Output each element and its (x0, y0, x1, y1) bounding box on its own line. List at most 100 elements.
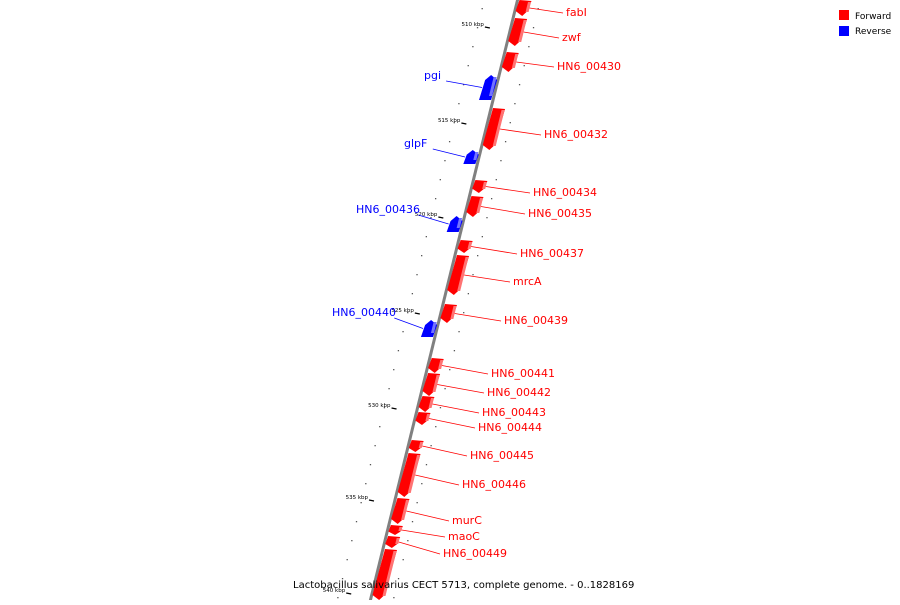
gene-label: mrcA (513, 275, 542, 288)
minor-tick (346, 559, 348, 561)
gene-label: HN6_00445 (470, 449, 534, 462)
minor-tick (341, 578, 344, 580)
gene-label: fabI (566, 6, 587, 19)
gene-highlight (430, 322, 437, 333)
gene-label: murC (452, 514, 482, 527)
gene-highlight (473, 152, 479, 160)
gene-highlight (511, 54, 519, 68)
minor-tick (532, 27, 535, 29)
minor-tick (504, 141, 507, 143)
minor-tick (411, 521, 414, 523)
label-leader (516, 61, 555, 68)
minor-ticks (337, 8, 539, 599)
gene-body (440, 304, 458, 323)
minor-tick (402, 559, 404, 561)
minor-tick (407, 312, 409, 314)
label-leader (471, 246, 518, 255)
minor-tick (365, 483, 367, 485)
label-leader (432, 148, 466, 158)
minor-tick (490, 198, 493, 200)
gene-highlight (428, 398, 434, 408)
label-leader (454, 313, 502, 322)
scale-tick (368, 499, 375, 502)
minor-tick (537, 8, 539, 10)
gene-label: zwf (562, 31, 582, 44)
minor-tick (514, 103, 516, 105)
gene-label: pgi (424, 69, 441, 82)
gene-highlight (488, 77, 497, 96)
gene-label: HN6_00442 (487, 386, 551, 399)
gene-highlight (492, 110, 505, 146)
gene-label: HN6_00432 (544, 128, 608, 141)
gene-label: HN6_00449 (443, 547, 507, 560)
gene-maoC (388, 525, 403, 535)
gene-label: maoC (448, 530, 480, 543)
gene-body (391, 498, 410, 524)
gene-highlight (398, 527, 403, 531)
gene-pgi (479, 75, 498, 100)
minor-tick (430, 445, 432, 447)
label-leader (406, 510, 450, 522)
label-leader (437, 384, 485, 394)
minor-tick (453, 350, 456, 352)
scale-tick (391, 407, 397, 410)
minor-tick (421, 255, 423, 257)
gene-HN6_00446 (397, 453, 421, 497)
minor-tick (467, 293, 470, 295)
minor-tick (416, 274, 418, 276)
minor-tick (495, 179, 497, 181)
gene-body (479, 75, 498, 100)
gene-HN6_00449 (385, 536, 401, 548)
gene-body (415, 412, 431, 425)
gene-label: HN6_00441 (491, 367, 555, 380)
label-leader (480, 206, 526, 215)
scale-tick-label: 535 kbp (346, 495, 369, 501)
gene-label: HN6_00439 (504, 314, 568, 327)
minor-tick (528, 46, 530, 48)
scale-tick (484, 26, 491, 29)
genome-backbone (367, 0, 520, 605)
scale-tick (438, 216, 444, 219)
minor-tick (453, 122, 455, 124)
gene-highlight (518, 20, 527, 42)
minor-tick (472, 46, 474, 48)
gene-HN6_00435 (466, 196, 484, 217)
minor-tick (435, 426, 437, 428)
minor-tick (374, 445, 376, 447)
minor-tick (477, 255, 479, 257)
minor-tick (449, 369, 451, 371)
legend-label-forward: Forward (855, 12, 891, 22)
gene-HN6_00436 (446, 216, 463, 232)
minor-tick (448, 141, 451, 143)
scale-tick (461, 122, 467, 125)
gene-highlight (432, 375, 440, 392)
label-leader (499, 128, 542, 136)
minor-tick (481, 8, 483, 10)
scale-tick-label: 540 kbp (323, 588, 346, 594)
gene-label: HN6_00440 (332, 306, 396, 319)
minor-tick (444, 388, 446, 390)
gene-highlight (425, 414, 431, 421)
gene-label: HN6_00446 (462, 478, 526, 491)
scale-tick-label: 520 kbp (415, 212, 438, 218)
gene-HN6_00444 (415, 412, 431, 425)
minor-tick (397, 350, 400, 352)
minor-tick (360, 502, 362, 504)
minor-tick (463, 312, 465, 314)
gene-body (422, 373, 441, 396)
label-leader (415, 474, 460, 486)
gene-glpF (463, 150, 479, 164)
minor-tick (416, 502, 418, 504)
gene-label: HN6_00443 (482, 406, 546, 419)
gene-zwf (508, 18, 528, 46)
minor-tick (509, 122, 511, 124)
gene-murC (391, 498, 410, 524)
gene-label: HN6_00435 (528, 207, 592, 220)
minor-tick (462, 84, 465, 86)
minor-tick (458, 331, 460, 333)
genome-caption: Lactobacillus salivarius CECT 5713, comp… (293, 580, 634, 591)
label-leader (422, 445, 468, 457)
minor-tick (393, 369, 395, 371)
label-leader (401, 529, 446, 538)
gene-body (372, 549, 397, 600)
